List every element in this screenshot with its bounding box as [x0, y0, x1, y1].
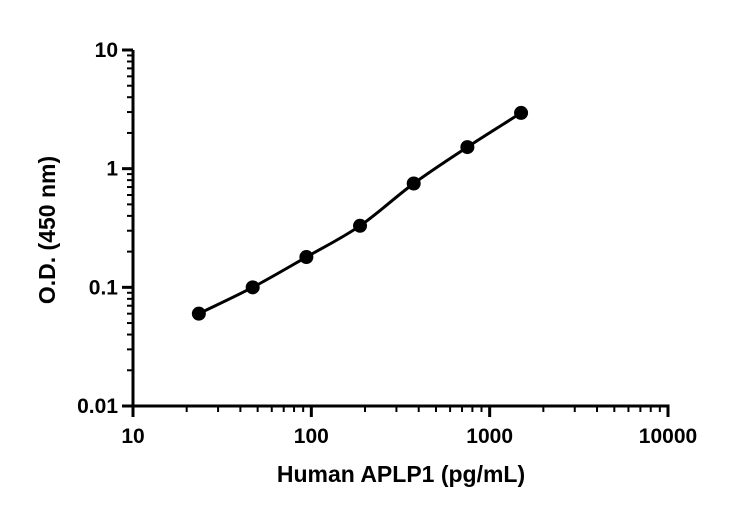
y-axis-title: O.D. (450 nm) [34, 156, 60, 304]
y-major-ticks [122, 48, 133, 408]
y-tick-label: 10 [95, 39, 118, 62]
x-tick-label: 100 [294, 425, 329, 448]
data-point [460, 140, 475, 155]
x-axis-title: Human APLP1 (pg/mL) [277, 461, 525, 487]
y-tick-label: 0.1 [89, 276, 119, 299]
x-minor-ticks [185, 406, 661, 412]
data-point [353, 218, 368, 233]
data-point [245, 280, 260, 295]
x-tick-label: 1000 [466, 425, 513, 448]
plot-area [122, 48, 670, 417]
y-tick-label: 1 [106, 158, 118, 181]
data-points [191, 105, 529, 321]
y-minor-ticks [127, 54, 133, 372]
x-major-ticks [131, 406, 670, 417]
y-tick-label: 0.01 [77, 395, 118, 418]
data-point [406, 176, 421, 191]
x-tick-label: 10 [121, 425, 144, 448]
data-point [191, 306, 206, 321]
data-point [514, 105, 529, 120]
x-tick-label: 10000 [639, 425, 697, 448]
data-point [299, 250, 314, 265]
